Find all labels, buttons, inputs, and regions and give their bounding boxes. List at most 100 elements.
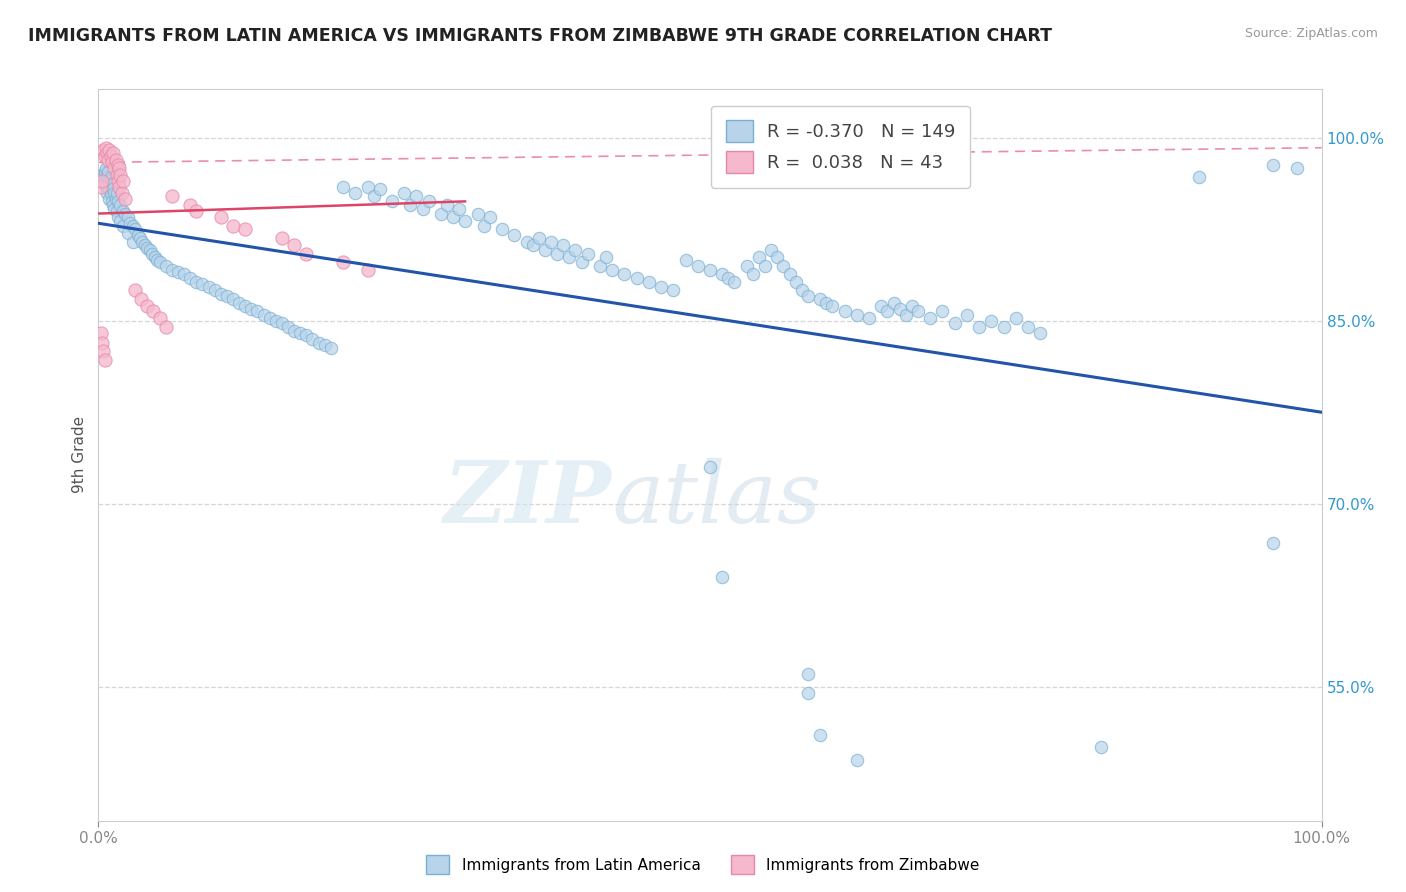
Point xyxy=(93,174,115,188)
Point xyxy=(117,226,139,240)
Point xyxy=(222,219,245,233)
Point xyxy=(90,179,112,194)
Point xyxy=(711,268,734,282)
Point xyxy=(540,235,562,249)
Point xyxy=(101,155,124,169)
Point xyxy=(107,211,129,225)
Point xyxy=(149,311,172,326)
Point xyxy=(368,182,391,196)
Point xyxy=(858,311,880,326)
Point xyxy=(270,316,294,330)
Point xyxy=(699,460,721,475)
Point xyxy=(121,235,143,249)
Point xyxy=(717,271,740,285)
Point xyxy=(105,204,128,219)
Point xyxy=(120,216,142,230)
Point xyxy=(173,268,195,282)
Text: IMMIGRANTS FROM LATIN AMERICA VS IMMIGRANTS FROM ZIMBABWE 9TH GRADE CORRELATION : IMMIGRANTS FROM LATIN AMERICA VS IMMIGRA… xyxy=(28,27,1052,45)
Point xyxy=(662,284,685,298)
Point xyxy=(155,259,177,273)
Point xyxy=(108,161,131,176)
Point xyxy=(430,206,453,220)
Point xyxy=(143,251,166,265)
Point xyxy=(283,238,305,252)
Point xyxy=(233,299,256,313)
Text: ZIP: ZIP xyxy=(444,457,612,541)
Point xyxy=(167,265,190,279)
Point xyxy=(332,255,354,269)
Point xyxy=(110,198,132,212)
Point xyxy=(472,219,495,233)
Point xyxy=(136,241,159,255)
Point xyxy=(772,259,794,273)
Point xyxy=(344,186,367,200)
Point xyxy=(264,314,287,328)
Point xyxy=(723,275,745,289)
Point xyxy=(270,231,294,245)
Point xyxy=(553,238,575,252)
Point xyxy=(527,231,550,245)
Point xyxy=(876,304,898,318)
Point xyxy=(522,238,544,252)
Point xyxy=(785,275,807,289)
Point xyxy=(515,235,537,249)
Point xyxy=(883,295,905,310)
Point xyxy=(595,251,617,265)
Point xyxy=(160,189,183,203)
Point xyxy=(571,255,593,269)
Point xyxy=(449,202,471,216)
Point xyxy=(1029,326,1052,340)
Point xyxy=(142,304,165,318)
Point xyxy=(90,326,112,340)
Point xyxy=(558,251,581,265)
Point xyxy=(91,168,114,182)
Point xyxy=(295,328,318,343)
Point xyxy=(186,204,208,219)
Point xyxy=(399,198,422,212)
Point xyxy=(252,308,274,322)
Point xyxy=(100,186,122,200)
Point xyxy=(197,279,219,293)
Point xyxy=(741,268,763,282)
Point xyxy=(146,252,169,267)
Point xyxy=(797,686,820,700)
Point xyxy=(1090,740,1112,755)
Point xyxy=(761,243,783,257)
Point xyxy=(101,178,124,192)
Point xyxy=(319,341,342,355)
Point xyxy=(1188,169,1211,184)
Point xyxy=(980,314,1002,328)
Y-axis label: 9th Grade: 9th Grade xyxy=(72,417,87,493)
Point xyxy=(111,174,134,188)
Point xyxy=(114,192,136,206)
Point xyxy=(1261,158,1284,172)
Point xyxy=(191,277,214,292)
Point xyxy=(96,145,118,160)
Point xyxy=(808,728,831,742)
Point xyxy=(815,295,838,310)
Point xyxy=(790,284,813,298)
Point xyxy=(797,289,820,303)
Point xyxy=(117,211,139,225)
Point xyxy=(301,332,323,346)
Point xyxy=(124,222,146,236)
Point xyxy=(160,262,183,277)
Point xyxy=(139,243,162,257)
Point xyxy=(834,304,856,318)
Point xyxy=(222,292,245,306)
Point xyxy=(246,304,269,318)
Point xyxy=(103,202,125,216)
Point xyxy=(129,292,152,306)
Point xyxy=(100,169,122,184)
Point xyxy=(626,271,648,285)
Point xyxy=(454,214,477,228)
Point xyxy=(103,186,125,200)
Point xyxy=(110,168,132,182)
Point xyxy=(136,299,159,313)
Point xyxy=(356,262,378,277)
Point xyxy=(1286,161,1309,176)
Point xyxy=(141,247,163,261)
Point xyxy=(155,320,177,334)
Point xyxy=(436,198,458,212)
Point xyxy=(98,174,121,188)
